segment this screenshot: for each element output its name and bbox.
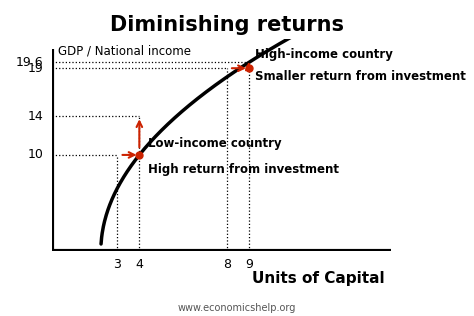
Text: 10: 10 (27, 149, 43, 161)
Text: 4: 4 (136, 258, 143, 271)
Title: Diminishing returns: Diminishing returns (110, 15, 344, 35)
Text: 8: 8 (223, 258, 231, 271)
Text: Units of Capital: Units of Capital (252, 270, 384, 285)
Text: 19: 19 (27, 62, 43, 75)
Text: 9: 9 (245, 258, 253, 271)
Text: High return from investment: High return from investment (148, 163, 339, 176)
Text: www.economicshelp.org: www.economicshelp.org (178, 303, 296, 313)
Text: GDP / National income: GDP / National income (58, 44, 191, 57)
Text: Smaller return from investment: Smaller return from investment (255, 70, 466, 83)
Text: High-income country: High-income country (255, 48, 393, 62)
Text: 3: 3 (114, 258, 121, 271)
Text: Low-income country: Low-income country (148, 137, 282, 150)
Text: 19.6: 19.6 (16, 56, 43, 69)
Text: 14: 14 (27, 110, 43, 123)
